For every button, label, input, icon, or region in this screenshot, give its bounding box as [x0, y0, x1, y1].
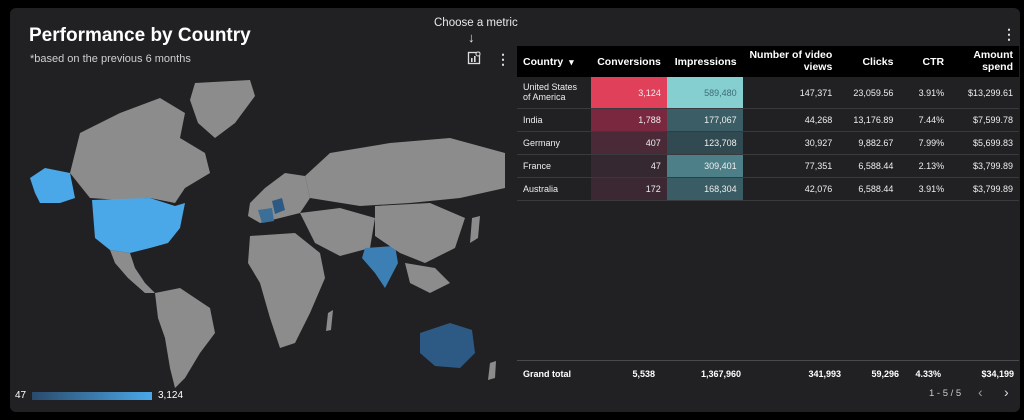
col-country[interactable]: Country ▾	[517, 46, 591, 77]
cell-spend: $3,799.89	[950, 177, 1019, 201]
region-south-america	[155, 288, 215, 388]
page-subtitle: *based on the previous 6 months	[30, 53, 191, 65]
region-france	[258, 208, 274, 223]
cell-impressions: 123,708	[666, 131, 743, 155]
table-header-row: Country ▾ Conversions Impressions Number…	[517, 46, 1019, 77]
cell-ctr: 2.13%	[899, 154, 951, 178]
page-title: Performance by Country	[29, 25, 251, 46]
table-row[interactable]: France 47 309,401 77,351 6,588.44 2.13% $3,799…	[517, 154, 1019, 178]
cell-clicks: 9,882.67	[838, 131, 900, 155]
cell-video-views: 44,268	[742, 108, 839, 132]
cell-clicks: 23,059.56	[838, 77, 900, 109]
legend-min-label: 47	[15, 390, 27, 401]
region-middle-east	[300, 208, 375, 256]
cell-video-views: 147,371	[742, 77, 839, 109]
table-row[interactable]: United States of America 3,124 589,480 147,…	[517, 77, 1019, 109]
grand-total-conversions: 5,538	[632, 369, 655, 379]
region-east-asia	[375, 203, 465, 263]
region-se-asia	[405, 263, 450, 293]
cell-ctr: 3.91%	[899, 177, 951, 201]
region-europe	[248, 173, 310, 223]
more-vert-icon[interactable]: ⋮	[496, 51, 510, 67]
col-country-label: Country	[523, 55, 564, 68]
region-russia	[305, 138, 505, 206]
cell-ctr: 7.99%	[899, 131, 951, 155]
metric-tooltip: Choose a metric	[434, 17, 518, 29]
table-more-vert-icon[interactable]: ⋮	[1002, 26, 1016, 42]
grand-total-video-views: 341,993	[808, 369, 841, 379]
cell-impressions: 589,480	[666, 77, 743, 109]
cell-country: Germany	[517, 131, 591, 155]
region-usa	[92, 198, 185, 253]
region-madagascar	[326, 310, 333, 331]
cell-conversions: 47	[590, 154, 667, 178]
cell-country: France	[517, 154, 591, 178]
cell-conversions: 3,124	[590, 77, 667, 109]
region-india	[362, 246, 398, 288]
region-africa	[248, 233, 325, 348]
prev-page-button[interactable]: ‹	[978, 384, 983, 400]
grand-total-label: Grand total	[523, 369, 572, 379]
region-greenland	[190, 80, 255, 138]
table-row[interactable]: India 1,788 177,067 44,268 13,176.89 7.44% $7,…	[517, 108, 1019, 132]
cell-conversions: 172	[590, 177, 667, 201]
region-australia	[420, 323, 475, 368]
grand-total-spend: $34,199	[981, 369, 1014, 379]
cell-spend: $13,299.61	[950, 77, 1019, 109]
region-japan	[470, 216, 480, 243]
col-ctr[interactable]: CTR	[899, 46, 951, 77]
cell-conversions: 407	[590, 131, 667, 155]
cell-country: United States of America	[517, 77, 591, 109]
table-row[interactable]: Germany 407 123,708 30,927 9,882.67 7.99% $5,6…	[517, 131, 1019, 155]
table-body: United States of America 3,124 589,480 147,…	[517, 77, 1019, 201]
grand-total-ctr: 4.33%	[915, 369, 941, 379]
cell-country: India	[517, 108, 591, 132]
cell-clicks: 13,176.89	[838, 108, 900, 132]
col-impressions[interactable]: Impressions	[666, 46, 743, 77]
cell-spend: $3,799.89	[950, 154, 1019, 178]
col-amount-spend[interactable]: Amount spend	[950, 46, 1019, 77]
region-germany	[272, 198, 285, 214]
performance-card: Performance by Country *based on the pre…	[10, 8, 1020, 412]
legend-max-label: 3,124	[158, 390, 184, 401]
col-conversions[interactable]: Conversions	[590, 46, 667, 77]
world-map[interactable]	[10, 78, 510, 388]
metric-arrow: ↓	[468, 30, 475, 45]
performance-table: Country ▾ Conversions Impressions Number…	[517, 46, 1019, 201]
cell-conversions: 1,788	[590, 108, 667, 132]
grand-total-clicks: 59,296	[871, 369, 899, 379]
col-video-views[interactable]: Number of video views	[742, 46, 839, 77]
col-clicks[interactable]: Clicks	[838, 46, 900, 77]
cell-video-views: 42,076	[742, 177, 839, 201]
region-mexico	[110, 250, 155, 293]
cell-video-views: 77,351	[742, 154, 839, 178]
cell-spend: $7,599.78	[950, 108, 1019, 132]
cell-country: Australia	[517, 177, 591, 201]
cell-clicks: 6,588.44	[838, 177, 900, 201]
cell-clicks: 6,588.44	[838, 154, 900, 178]
region-canada	[70, 98, 210, 203]
grand-total-row: Grand total 5,538 1,367,960 341,993 59,2…	[517, 360, 1019, 383]
cell-impressions: 177,067	[666, 108, 743, 132]
pagination-text: 1 - 5 / 5	[929, 388, 962, 399]
chart-settings-icon[interactable]	[467, 51, 481, 65]
cell-impressions: 168,304	[666, 177, 743, 201]
cell-ctr: 3.91%	[899, 77, 951, 109]
legend-gradient	[32, 392, 152, 400]
table-row[interactable]: Australia 172 168,304 42,076 6,588.44 3.91% $3…	[517, 177, 1019, 201]
cell-impressions: 309,401	[666, 154, 743, 178]
next-page-button[interactable]: ›	[1004, 384, 1009, 400]
region-alaska	[30, 168, 75, 203]
cell-ctr: 7.44%	[899, 108, 951, 132]
sort-desc-icon[interactable]: ▾	[569, 56, 574, 67]
region-new-zealand	[488, 361, 496, 380]
cell-spend: $5,699.83	[950, 131, 1019, 155]
cell-video-views: 30,927	[742, 131, 839, 155]
grand-total-impressions: 1,367,960	[700, 369, 741, 379]
